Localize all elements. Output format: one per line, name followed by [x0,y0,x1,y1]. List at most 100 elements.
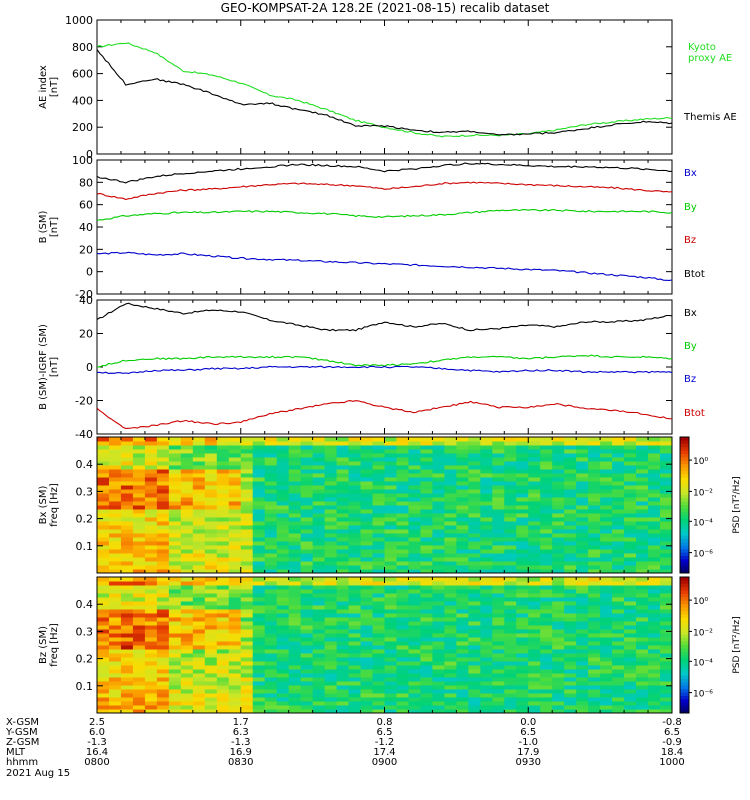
spec-bz-panel-cell [660,621,673,626]
spec-bx-panel-cell [648,513,661,518]
spec-bz-panel-cell [552,597,565,602]
spec-bx-panel-cell [528,449,541,454]
spec-bz-panel-cell [576,613,589,618]
spec-bz-panel-cell [108,657,122,662]
spec-bx-panel-cell [312,525,326,530]
spec-bx-panel-cell [516,465,529,470]
spec-bz-panel-cell [348,609,362,614]
spec-bx-panel-cell [432,485,445,490]
spec-bx-panel-cell [252,569,266,574]
spec-bx-panel-cell [240,557,254,562]
spec-bz-panel-cell [192,629,206,634]
spec-bz-panel-cell [612,705,625,710]
spec-bz-panel-cell [516,665,529,670]
spec-bz-panel-cell [444,649,457,654]
spec-bx-panel-cell [456,537,469,542]
spec-bz-panel-cell [528,689,541,694]
spec-bx-panel-cell [540,553,553,558]
spec-bx-panel-cell [336,521,350,526]
spec-bx-panel-cell [528,561,541,566]
spec-bz-panel-cell [372,697,385,702]
spec-bx-panel-cell [636,437,649,442]
spec-bz-panel-cell [288,673,302,678]
spec-bz-panel-cell [180,645,194,650]
spec-bz-panel-cell [324,617,338,622]
spec-bz-panel-cell [228,637,242,642]
spec-bx-panel-cell [456,489,469,494]
spec-bz-panel-cell [564,633,577,638]
spec-bx-panel-cell [528,453,541,458]
spec-bx-panel-cell [312,497,326,502]
spec-bz-panel-cell [372,609,385,614]
spec-bx-panel-cell [396,437,409,442]
spec-bz-panel-cell [156,661,170,666]
spec-bz-panel-cell [432,593,445,598]
spec-bx-panel-cell [216,537,230,542]
ae-panel-frame [96,19,673,155]
spec-bz-panel-cell [564,637,577,642]
spec-bz-panel-cell [624,649,637,654]
spec-bz-panel-colorbar-segment [680,655,689,660]
spec-bz-panel-cell [612,625,625,630]
spec-bz-panel-cell [612,637,625,642]
spec-bx-panel-cell [636,533,649,538]
spec-bz-panel-cell [360,641,374,646]
spec-bx-panel-cell [564,461,577,466]
spec-bx-panel-cell [180,477,194,482]
spec-bz-panel-cell [516,605,529,610]
spec-bz-panel-cell [97,697,110,702]
spec-bz-panel-cell [492,677,505,682]
spec-bx-panel-cell [624,465,637,470]
spec-bz-panel-cell [636,649,649,654]
spec-bz-panel-cell [312,665,326,670]
spec-bz-panel-cell [624,669,637,674]
spec-bz-panel-cell [360,577,374,582]
spec-bx-panel-cell [600,493,613,498]
spec-bz-panel-cell [180,701,194,706]
spec-bz-panel-cell [624,697,637,702]
spec-bx-panel-cell [156,477,170,482]
spec-bz-panel-cell [480,601,493,606]
spec-bx-panel-cell [276,553,290,558]
spec-bx-panel-cell [636,521,649,526]
spec-bz-panel-cell [348,601,362,606]
spec-bx-panel-cell [516,481,529,486]
spec-bz-panel-cell [552,709,565,714]
spec-bz-panel-cell [132,601,146,606]
spec-bz-panel-cell [576,605,589,610]
spec-bz-panel-cell [444,577,457,582]
b-panel-legend-label: By [684,202,697,213]
spec-bz-panel-cell [312,609,326,614]
spec-bz-panel-cell [564,641,577,646]
spec-bz-panel-cell [360,589,374,594]
spec-bx-panel-cell [192,561,206,566]
spec-bx-panel-cell [576,489,589,494]
spec-bx-panel-cell [264,437,278,442]
spec-bz-panel-cell [180,617,194,622]
spec-bz-panel-cell [456,657,469,662]
spec-bx-panel-cell [432,473,445,478]
spec-bx-panel-cell [132,549,146,554]
spec-bz-panel-cell [204,661,218,666]
spec-bz-panel-cell [456,605,469,610]
spec-bz-panel-cell [300,705,314,710]
spec-bz-panel-cell [276,677,290,682]
spec-bx-panel-cell [432,505,445,510]
spec-bz-panel-cell [552,633,565,638]
spec-bx-panel-cell [324,441,338,446]
spec-bz-panel-cell [348,709,362,714]
spec-bx-panel-cell [336,569,350,574]
spec-bx-panel-cell [168,437,182,442]
spec-bx-panel-cell [480,437,493,442]
ephemeris-value: 6.5 [520,727,536,738]
spec-bx-panel-cell [612,485,625,490]
spec-bx-panel-cell [528,529,541,534]
spec-bx-panel-cell [540,565,553,570]
spec-bx-panel-cell [420,545,433,550]
spec-bz-panel-cell [384,617,397,622]
spec-bz-panel-cell [108,601,122,606]
spec-bx-panel-cell [612,469,625,474]
spec-bx-panel-cell [396,473,409,478]
spec-bz-panel-cell [276,589,290,594]
spec-bz-panel-cell [264,601,278,606]
